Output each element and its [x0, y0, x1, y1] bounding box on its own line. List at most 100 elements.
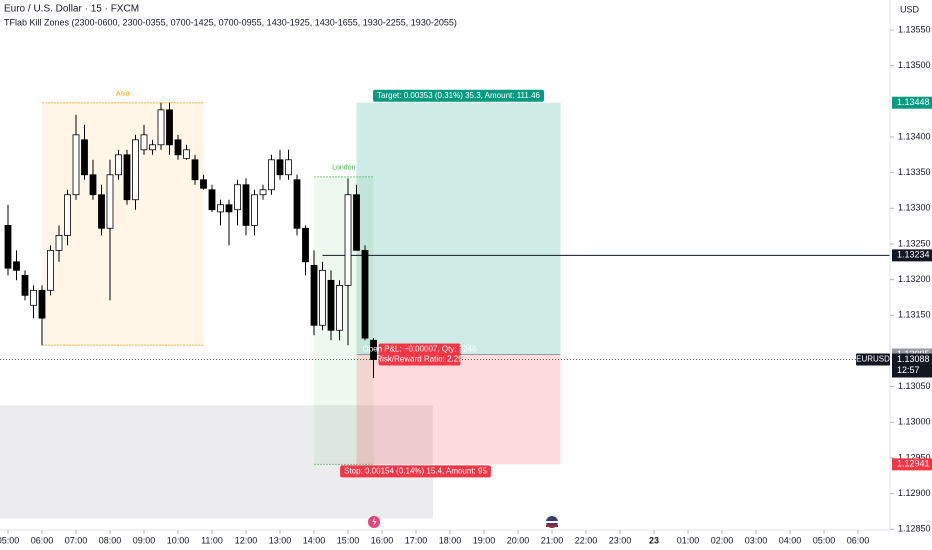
candle: [64, 189, 71, 246]
candle: [132, 134, 139, 210]
y-tick-label: 1.12900: [898, 488, 931, 498]
plot-area: Asia London: [0, 91, 890, 519]
candle-body: [319, 269, 326, 326]
x-tick-label: 23:00: [609, 535, 632, 545]
candle-body: [344, 194, 352, 286]
candle-body: [89, 174, 97, 196]
candle: [302, 225, 309, 276]
event-icon: [368, 516, 380, 528]
candle-body: [251, 194, 258, 226]
candle-body: [259, 189, 267, 196]
candle: [242, 178, 250, 236]
candle-body: [361, 249, 369, 339]
candle-body: [4, 225, 12, 269]
candle: [30, 285, 37, 319]
candle-body: [115, 154, 122, 176]
flag-icon: [546, 516, 558, 528]
x-tick-label: 15:00: [337, 535, 360, 545]
y-tick-label: 1.13350: [898, 167, 931, 177]
price-label: 1.13234: [897, 250, 930, 260]
x-tick-label: 17:00: [405, 535, 428, 545]
symbol-bg: [856, 353, 890, 366]
x-tick-label: 01:00: [677, 535, 700, 545]
x-tick-label: 04:00: [779, 535, 802, 545]
price-label-bg: [892, 249, 932, 262]
session-label: Asia: [116, 91, 130, 98]
y-tick-label: 1.13500: [898, 60, 931, 70]
candle-body: [370, 339, 377, 360]
candle: [370, 338, 377, 379]
candle-body: [293, 179, 301, 229]
pnl-label-bg: [378, 343, 461, 366]
candle-body: [55, 234, 63, 251]
x-tick-label: 08:00: [99, 535, 122, 545]
price-label-bg: [892, 96, 932, 109]
candle-body: [123, 154, 131, 201]
candle-body: [72, 134, 80, 196]
candle: [208, 184, 216, 212]
candle: [225, 199, 233, 246]
candle-body: [353, 194, 360, 251]
candle-body: [208, 189, 216, 211]
candle-body: [166, 109, 173, 146]
candle: [4, 204, 12, 276]
target-label-bg: [373, 89, 544, 102]
candle: [72, 114, 80, 200]
candle: [55, 225, 63, 262]
candle: [191, 154, 199, 185]
candle: [268, 154, 275, 195]
candle: [336, 280, 343, 341]
candle: [47, 245, 54, 296]
candle-body: [21, 274, 29, 296]
y-tick-label: 1.13200: [898, 274, 931, 284]
x-tick-label: 09:00: [133, 535, 156, 545]
price-label-bg: [892, 353, 932, 378]
candle: [115, 149, 122, 180]
x-tick-label: 22:00: [575, 535, 598, 545]
target-label: Target: 0.00353 (0.31%) 35.3, Amount: 11…: [373, 89, 544, 102]
x-tick-label: 18:00: [439, 535, 462, 545]
chart-title: Euro / U.S. Dollar · 15 · FXCM: [4, 4, 139, 15]
candle-body: [310, 264, 318, 326]
candle-body: [64, 194, 71, 236]
candle: [217, 199, 224, 226]
candle: [259, 184, 267, 200]
candle: [310, 250, 318, 336]
candle: [13, 250, 20, 281]
price-label: 1.13088: [897, 354, 930, 364]
symbol-label: EURUSD: [856, 355, 890, 364]
candle-body: [268, 159, 275, 191]
price-label: 1.13448: [897, 97, 930, 107]
target-label-text: Target: 0.00353 (0.31%) 35.3, Amount: 11…: [377, 91, 540, 100]
candle: [157, 102, 165, 150]
countdown: 12:57: [897, 365, 920, 375]
candle: [140, 124, 148, 155]
candle-body: [13, 261, 20, 271]
indicator-label: TFlab Kill Zones (2300-0600, 2300-0355, …: [4, 17, 457, 27]
candle-body: [336, 284, 343, 331]
candle: [166, 102, 173, 155]
x-tick-label: 14:00: [303, 535, 326, 545]
candle-body: [149, 144, 156, 151]
candle: [21, 270, 29, 301]
candle: [149, 139, 156, 155]
candle-body: [140, 134, 148, 151]
x-tick-label: 06:00: [847, 535, 870, 545]
candle: [183, 144, 190, 160]
candle-body: [30, 289, 37, 306]
candle-body: [276, 159, 284, 176]
candle: [123, 149, 131, 205]
candle-body: [234, 184, 241, 211]
candle-body: [285, 159, 292, 176]
x-tick-label: 12:00: [235, 535, 258, 545]
x-tick-label: 02:00: [711, 535, 734, 545]
candle-body: [183, 149, 190, 159]
axis-label: USD: [900, 4, 920, 14]
x-tick-label: 23: [649, 535, 659, 545]
candle: [38, 285, 46, 346]
candle-body: [157, 109, 165, 146]
stop-label-bg: [340, 465, 491, 478]
session-label: London: [332, 165, 355, 172]
zone: [0, 405, 434, 519]
